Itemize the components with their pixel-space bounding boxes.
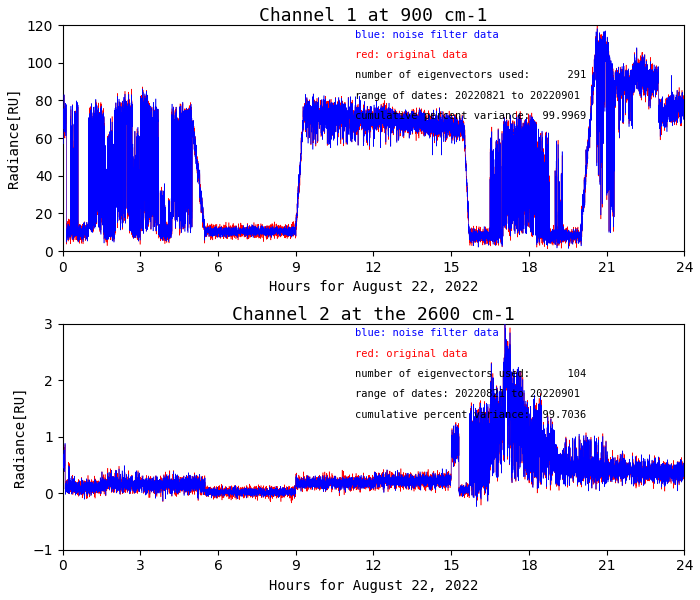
Text: red: original data: red: original data <box>355 349 468 359</box>
Text: number of eigenvectors used:      104: number of eigenvectors used: 104 <box>355 369 586 379</box>
Title: Channel 1 at 900 cm-1: Channel 1 at 900 cm-1 <box>259 7 488 25</box>
Text: blue: noise filter data: blue: noise filter data <box>355 328 498 338</box>
X-axis label: Hours for August 22, 2022: Hours for August 22, 2022 <box>269 579 478 593</box>
Title: Channel 2 at the 2600 cm-1: Channel 2 at the 2600 cm-1 <box>232 305 514 323</box>
Text: blue: noise filter data: blue: noise filter data <box>355 29 498 40</box>
Text: red: original data: red: original data <box>355 50 468 60</box>
Text: number of eigenvectors used:      291: number of eigenvectors used: 291 <box>355 70 586 80</box>
Text: range of dates: 20220821 to 20220901: range of dates: 20220821 to 20220901 <box>355 91 580 101</box>
Y-axis label: Radiance[RU]: Radiance[RU] <box>13 386 27 487</box>
Text: range of dates: 20220821 to 20220901: range of dates: 20220821 to 20220901 <box>355 389 580 399</box>
Y-axis label: Radiance[RU]: Radiance[RU] <box>7 88 21 188</box>
Text: cumulative percent variance:  99.9969: cumulative percent variance: 99.9969 <box>355 111 586 121</box>
Text: cumulative percent variance:  99.7036: cumulative percent variance: 99.7036 <box>355 410 586 419</box>
X-axis label: Hours for August 22, 2022: Hours for August 22, 2022 <box>269 280 478 295</box>
